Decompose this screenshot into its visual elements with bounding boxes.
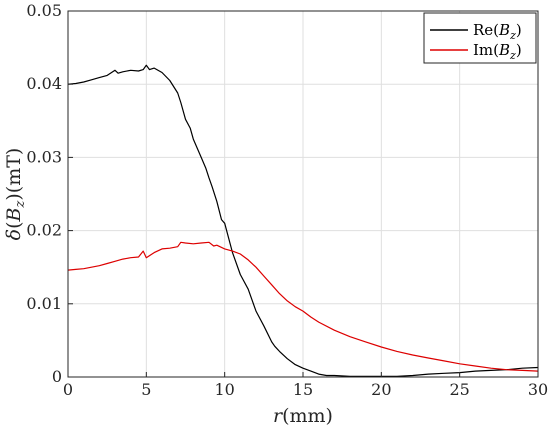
x-tick-label: 5 xyxy=(141,380,151,399)
x-tick-label: 30 xyxy=(528,380,548,399)
y-tick-label: 0.04 xyxy=(26,74,62,93)
series-layer xyxy=(67,64,539,377)
legend-box xyxy=(423,12,537,64)
x-tick-label: 0 xyxy=(63,380,73,399)
tick-layer: 0 5 10 15 20 25 30 0 0.01 0.02 0.03 0.04 0.05 xyxy=(26,1,548,399)
y-tick-label: 0.05 xyxy=(26,1,62,20)
x-tick-label: 25 xyxy=(449,380,469,399)
legend: Re(Bz)Im(Bz) xyxy=(423,12,537,64)
x-tick-label: 20 xyxy=(371,380,391,399)
x-tick-label: 15 xyxy=(293,380,313,399)
y-tick-label: 0.02 xyxy=(26,221,62,240)
y-axis-label: δ(Bz)(mT) xyxy=(3,148,28,241)
y-tick-label: 0.03 xyxy=(26,147,62,166)
legend-entry: Im(Bz) xyxy=(473,41,522,62)
y-tick-label: 0.01 xyxy=(26,294,62,313)
series-line-im-bz xyxy=(67,241,539,372)
x-tick-label: 10 xyxy=(214,380,234,399)
grid-layer xyxy=(68,11,538,377)
y-tick-label: 0 xyxy=(52,367,62,386)
x-axis-label: r(mm) xyxy=(273,405,333,427)
series-line-re-bz xyxy=(67,64,539,377)
legend-entry: Re(Bz) xyxy=(473,21,522,42)
